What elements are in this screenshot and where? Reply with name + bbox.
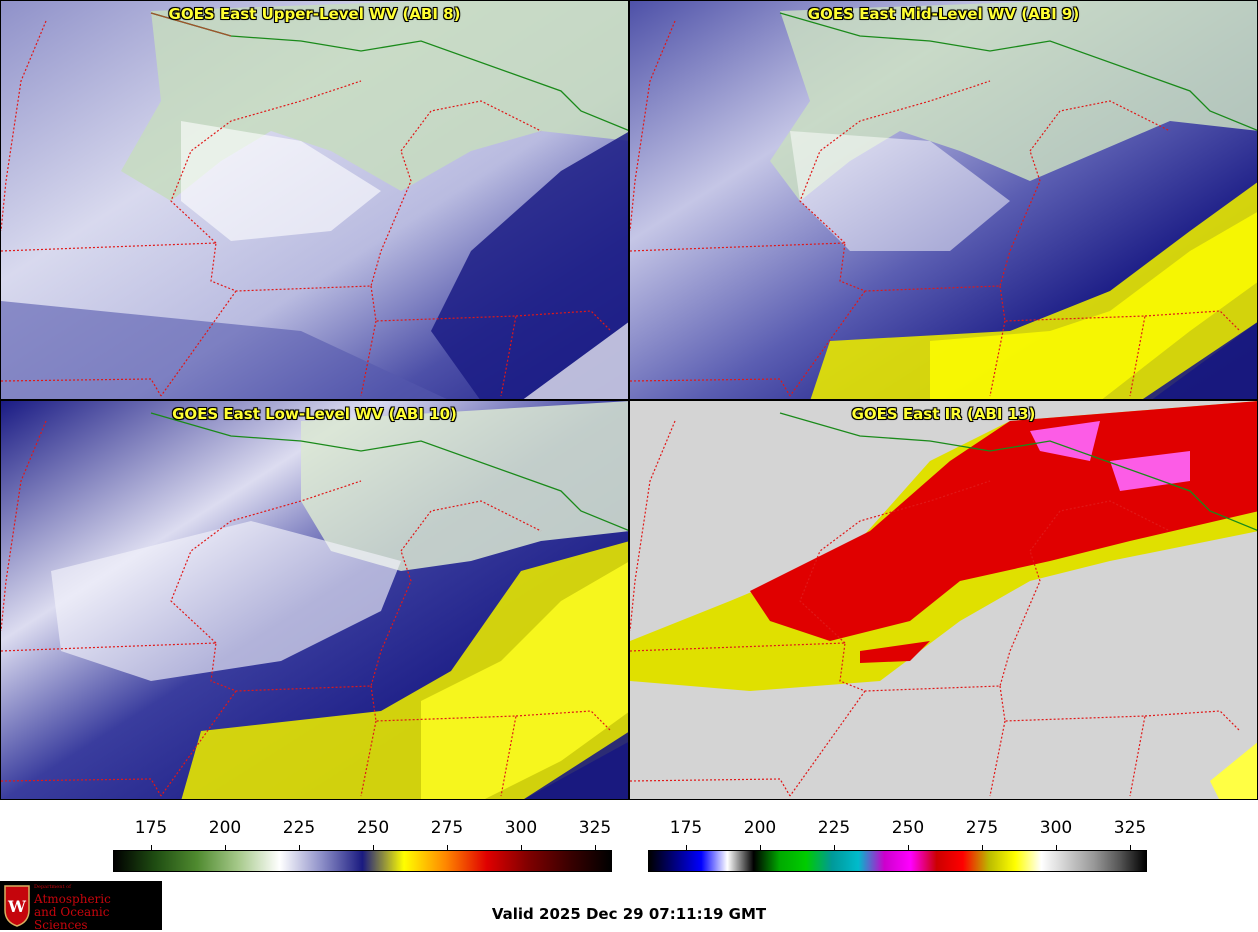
colorbar-tick-mark	[447, 845, 448, 850]
colorbar-tick-mark	[834, 845, 835, 850]
colorbar-tick-mark	[982, 845, 983, 850]
colorbar-tick-mark	[908, 845, 909, 850]
logo-line-2: and Oceanic Sciences	[34, 905, 110, 932]
colorbar-tick-label: 275	[965, 818, 999, 838]
colorbar-tick-mark	[521, 845, 522, 850]
valid-time: Valid 2025 Dec 29 07:11:19 GMT	[491, 905, 767, 923]
logo-name: Atmospheric and Oceanic Sciences	[34, 893, 162, 932]
svg-text:W: W	[7, 897, 27, 916]
colorbar-tick-mark	[1056, 845, 1057, 850]
colorbar-tick-mark	[225, 845, 226, 850]
colorbar-tick-label: 325	[1113, 818, 1147, 838]
colorbar-tick-label: 200	[208, 818, 242, 838]
mid-level-wv-image	[630, 1, 1257, 399]
panel-title: GOES East Low-Level WV (ABI 10)	[172, 405, 457, 423]
ir-image	[630, 401, 1257, 799]
uw-shield-icon: W	[4, 885, 30, 927]
colorbar-tick-mark	[299, 845, 300, 850]
colorbar-tick-mark	[595, 845, 596, 850]
logo-line-1: Atmospheric	[34, 892, 111, 906]
ir-panel: GOES East IR (ABI 13)	[629, 400, 1258, 800]
colorbar-tick-mark	[151, 845, 152, 850]
colorbar-tick-label: 175	[669, 818, 703, 838]
colorbar-tick-label: 225	[817, 818, 851, 838]
logo-department: Department of	[34, 884, 71, 890]
ir-colorbar	[648, 850, 1147, 872]
aos-logo: W Department of Atmospheric and Oceanic …	[0, 881, 162, 932]
panel-title: GOES East Upper-Level WV (ABI 8)	[168, 5, 461, 23]
panel-title: GOES East Mid-Level WV (ABI 9)	[807, 5, 1080, 23]
colorbar-tick-label: 175	[134, 818, 168, 838]
wv-colorbar	[113, 850, 612, 872]
colorbar-tick-label: 300	[1039, 818, 1073, 838]
colorbar-tick-label: 300	[504, 818, 538, 838]
colorbar-tick-mark	[760, 845, 761, 850]
colorbar-tick-label: 325	[578, 818, 612, 838]
mid-level-wv-panel: GOES East Mid-Level WV (ABI 9)	[629, 0, 1258, 400]
panel-title: GOES East IR (ABI 13)	[851, 405, 1036, 423]
colorbar-tick-mark	[373, 845, 374, 850]
low-level-wv-image	[1, 401, 628, 799]
low-level-wv-panel: GOES East Low-Level WV (ABI 10)	[0, 400, 629, 800]
colorbar-tick-label: 250	[356, 818, 390, 838]
colorbar-tick-mark	[1130, 845, 1131, 850]
colorbar-tick-label: 225	[282, 818, 316, 838]
upper-level-wv-panel: GOES East Upper-Level WV (ABI 8)	[0, 0, 629, 400]
upper-level-wv-image	[1, 1, 628, 399]
colorbar-tick-mark	[686, 845, 687, 850]
colorbar-tick-label: 250	[891, 818, 925, 838]
colorbar-tick-label: 200	[743, 818, 777, 838]
colorbar-tick-label: 275	[430, 818, 464, 838]
